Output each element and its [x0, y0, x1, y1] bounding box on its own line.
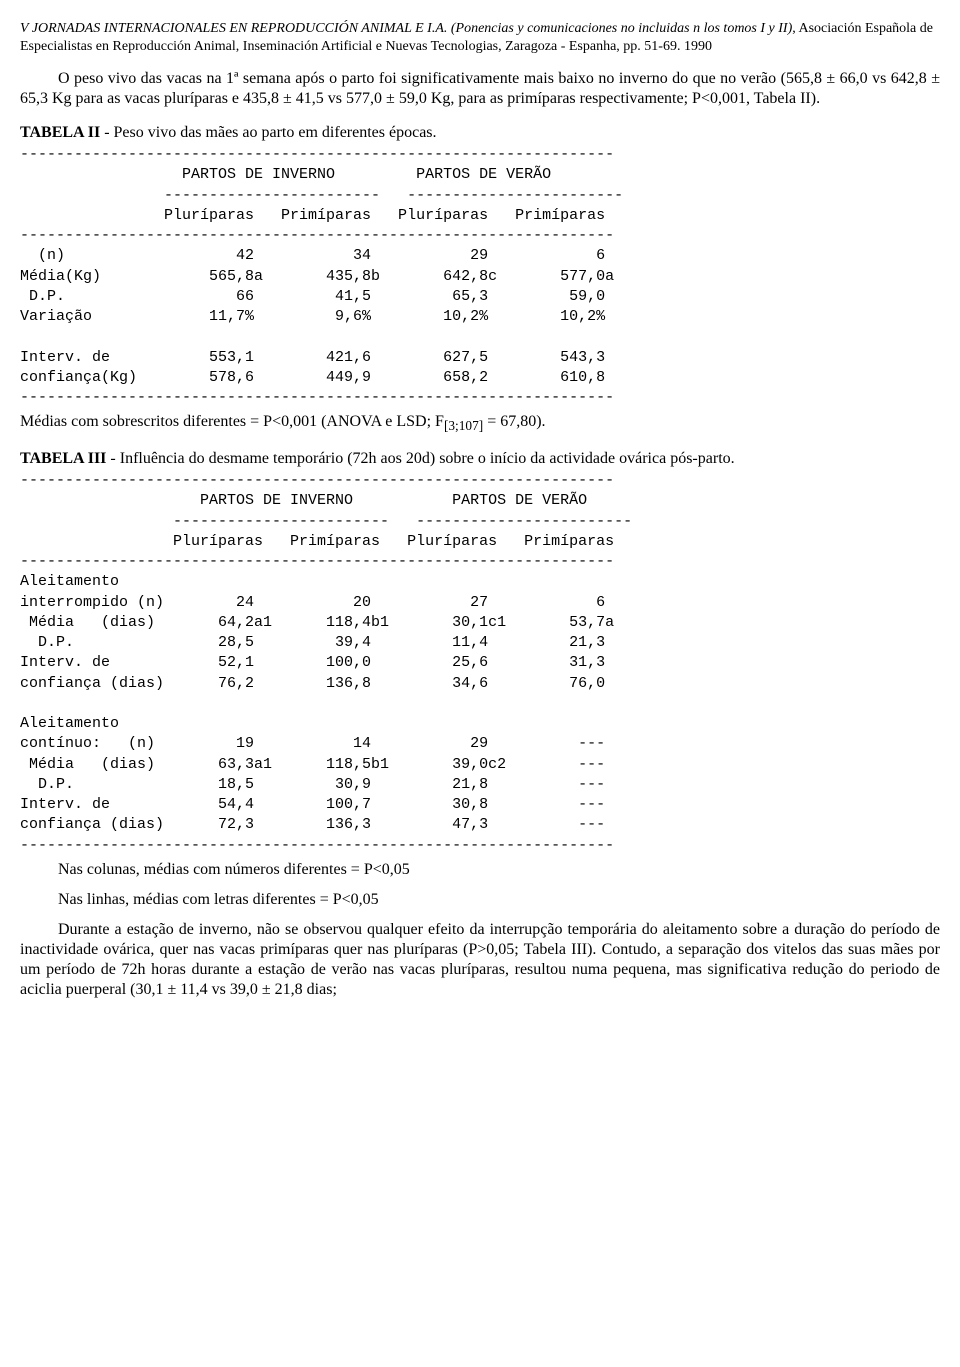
table3-title: TABELA III - Influência do desmame tempo… [20, 449, 940, 469]
table3-num: TABELA III [20, 450, 106, 467]
table3-foot1: Nas colunas, médias com números diferent… [20, 860, 940, 880]
page-header: V JORNADAS INTERNACIONALES EN REPRODUCCI… [20, 20, 940, 55]
table3-foot2: Nas linhas, médias com letras diferentes… [20, 890, 940, 910]
table2-foot-b: = 67,80). [483, 413, 545, 430]
table2-foot-sub: [3;107] [444, 418, 483, 433]
journal-title: V JORNADAS INTERNACIONALES EN REPRODUCCI… [20, 21, 792, 36]
table2-rest: - Peso vivo das mães ao parto em diferen… [100, 124, 436, 141]
table2-title: TABELA II - Peso vivo das mães ao parto … [20, 123, 940, 143]
paragraph-intro: O peso vivo das vacas na 1ª semana após … [20, 69, 940, 109]
paragraph-last: Durante a estação de inverno, não se obs… [20, 920, 940, 1000]
table2-body: ----------------------------------------… [20, 145, 940, 408]
table3-rest: - Influência do desmame temporário (72h … [106, 450, 734, 467]
table3-body: ----------------------------------------… [20, 471, 940, 856]
table2-footnote: Médias com sobrescritos diferentes = P<0… [20, 412, 940, 435]
table2-foot-a: Médias com sobrescritos diferentes = P<0… [20, 413, 444, 430]
table2-num: TABELA II [20, 124, 100, 141]
